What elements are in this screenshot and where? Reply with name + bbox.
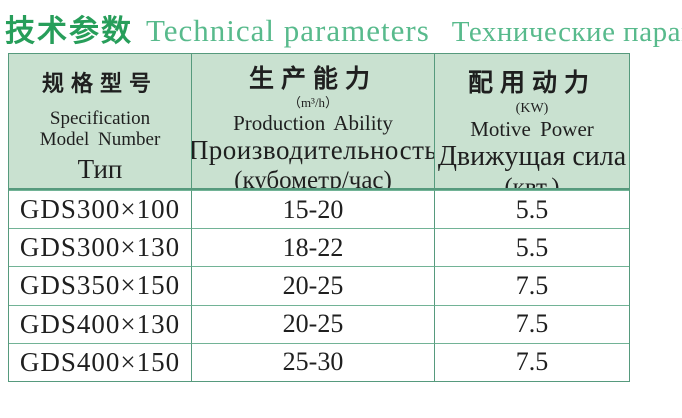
model-value: GDS300×100 [19, 194, 181, 225]
header-motive-zh: 配用动力 [467, 68, 596, 97]
header-specification-ru: Тип [77, 154, 123, 185]
header-production-unit: （m³/h） [287, 95, 339, 111]
table-row-capacity-cell: 15-20 [191, 190, 434, 229]
title-english: Technical parameters [146, 13, 430, 48]
header-production-en: Production Ability [233, 110, 393, 135]
table-row-model-cell: GDS300×130 [9, 228, 191, 267]
model-value: GDS300×130 [19, 232, 181, 263]
capacity-value: 15-20 [282, 194, 344, 224]
header-production-ru1: Производительность [191, 134, 434, 165]
model-value: GDS400×130 [19, 308, 181, 339]
table-row-power-cell: 5.5 [434, 190, 629, 229]
capacity-value: 20-25 [282, 309, 344, 339]
table-row-capacity-cell: 18-22 [191, 228, 434, 267]
capacity-value: 25-30 [282, 347, 344, 377]
model-value: GDS400×150 [19, 346, 181, 377]
capacity-value: 20-25 [282, 270, 344, 300]
header-production-ru2: (кубометр/час) [234, 166, 392, 190]
table-row-model-cell: GDS300×100 [9, 190, 191, 229]
header-specification-en1: Specification [49, 107, 151, 129]
power-value: 7.5 [515, 347, 549, 377]
header-specification-en2: Model Number [39, 129, 161, 151]
header-production-zh: 生产能力 [248, 64, 377, 93]
model-value: GDS350×150 [19, 270, 181, 301]
table-row-power-cell: 7.5 [434, 266, 629, 305]
power-value: 7.5 [515, 270, 549, 300]
title-russian: Технические параметры [451, 16, 682, 48]
table-row-power-cell: 7.5 [434, 304, 629, 343]
power-value: 5.5 [515, 232, 549, 262]
header-specification: 规格型号 Specification Model Number Тип [9, 54, 191, 190]
page-title: 技术参数 Technical parameters Технические па… [5, 6, 682, 49]
header-specification-zh: 规格型号 [41, 72, 158, 97]
power-value: 7.5 [515, 309, 549, 339]
title-chinese: 技术参数 [5, 14, 133, 49]
table-row-power-cell: 5.5 [434, 228, 629, 267]
table-row-capacity-cell: 20-25 [191, 266, 434, 305]
header-motive-en: Motive Power [470, 116, 594, 141]
table-row-capacity-cell: 20-25 [191, 304, 434, 343]
technical-parameters-table: 规格型号 Specification Model Number Тип 生产能力… [8, 53, 630, 382]
table-row-capacity-cell: 25-30 [191, 342, 434, 381]
header-production-ability: 生产能力 （m³/h） Production Ability Производи… [191, 54, 434, 190]
header-motive-unit: (KW) [515, 101, 549, 117]
power-value: 5.5 [515, 194, 549, 224]
table-row-model-cell: GDS400×130 [9, 304, 191, 343]
header-motive-power: 配用动力 (KW) Motive Power Движущая сила (кв… [434, 54, 629, 190]
table-row-power-cell: 7.5 [434, 342, 629, 381]
capacity-value: 18-22 [282, 232, 344, 262]
table-row-model-cell: GDS400×150 [9, 342, 191, 381]
header-motive-ru1: Движущая сила [437, 140, 627, 172]
table-row-model-cell: GDS350×150 [9, 266, 191, 305]
header-motive-ru2: (квт.) [504, 173, 560, 190]
